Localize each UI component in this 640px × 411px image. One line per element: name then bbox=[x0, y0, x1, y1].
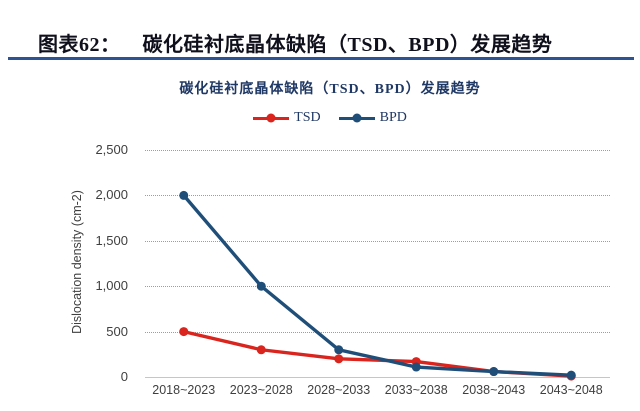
legend-line-marker-swatch bbox=[338, 113, 375, 123]
data-point-marker-tsd bbox=[256, 345, 266, 355]
legend-line-marker-swatch bbox=[253, 113, 290, 123]
figure-title: 碳化硅衬底晶体缺陷（TSD、BPD）发展趋势 bbox=[142, 34, 553, 56]
series-line-tsd bbox=[183, 329, 572, 378]
legend-label: BPD bbox=[379, 110, 407, 125]
data-point-marker-tsd bbox=[334, 354, 344, 364]
x-tick-label: 2033~2038 bbox=[384, 383, 448, 397]
x-tick-label: 2028~2033 bbox=[307, 383, 371, 397]
data-point-marker-tsd bbox=[179, 327, 189, 337]
y-tick-label: 500 bbox=[106, 323, 128, 339]
gridline bbox=[145, 240, 610, 242]
legend-item-bpd: BPD bbox=[338, 110, 407, 126]
gridline bbox=[145, 286, 610, 288]
x-tick-label: 2038~2043 bbox=[462, 383, 526, 397]
data-point-marker-bpd bbox=[489, 367, 499, 377]
legend-dot bbox=[352, 113, 362, 123]
data-point-marker-bpd bbox=[334, 345, 344, 355]
x-axis-baseline bbox=[145, 377, 610, 378]
y-tick-label: 2,500 bbox=[95, 142, 128, 157]
y-tick-label: 1,500 bbox=[95, 232, 128, 248]
header-underline bbox=[8, 57, 634, 60]
line-chart-canvas bbox=[179, 190, 576, 381]
chart-title: 碳化硅衬底晶体缺陷（TSD、BPD）发展趋势 bbox=[179, 82, 481, 97]
chart-legend: TSD BPD bbox=[110, 110, 550, 126]
figure-number-label: 图表62： bbox=[38, 34, 121, 56]
plot-area bbox=[145, 150, 610, 381]
data-point-marker-bpd bbox=[179, 190, 189, 200]
x-tick-label: 2043~2048 bbox=[539, 383, 603, 397]
y-axis-title: Dislocation density (cm-2) bbox=[70, 190, 84, 334]
x-tick-label: 2023~2028 bbox=[229, 383, 293, 397]
y-tick-label: 0 bbox=[120, 369, 128, 384]
data-point-marker-bpd bbox=[256, 281, 266, 291]
y-tick-label: 2,000 bbox=[95, 187, 128, 203]
gridline bbox=[145, 150, 610, 151]
series-line-bpd bbox=[182, 194, 572, 377]
legend-item-tsd: TSD bbox=[253, 110, 321, 126]
data-point-marker-bpd bbox=[566, 370, 576, 380]
x-tick-label: 2018~2023 bbox=[152, 383, 216, 397]
figure-header: 图表62： 碳化硅衬底晶体缺陷（TSD、BPD）发展趋势 bbox=[38, 28, 628, 57]
gridline bbox=[145, 331, 610, 333]
data-point-marker-bpd bbox=[411, 362, 421, 372]
y-tick-label: 1,000 bbox=[95, 278, 128, 294]
legend-label: TSD bbox=[294, 110, 321, 125]
gridline bbox=[145, 195, 610, 197]
legend-dot bbox=[266, 113, 276, 123]
